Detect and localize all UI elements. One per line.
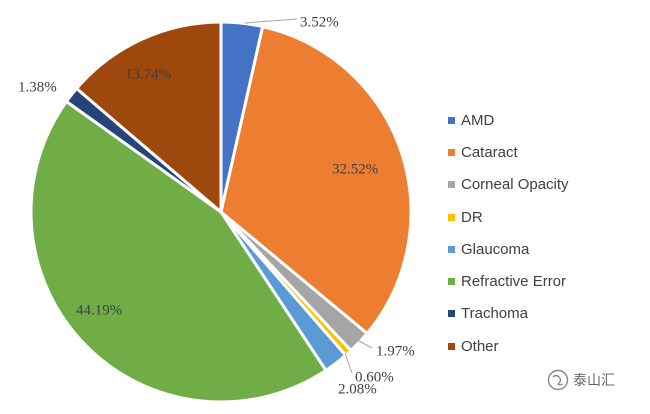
legend-swatch-dr bbox=[448, 213, 455, 221]
pie-slice-refractive-error bbox=[29, 99, 328, 404]
legend-item-corneal-opacity: Corneal Opacity bbox=[448, 169, 569, 201]
leader-line-amd bbox=[244, 18, 298, 24]
data-label-cataract: 32.52% bbox=[332, 161, 378, 177]
pie-slice-other bbox=[74, 20, 223, 216]
legend-label-trachoma: Trachoma bbox=[461, 305, 528, 323]
data-label-amd: 3.52% bbox=[300, 14, 339, 30]
data-label-other: 13.74% bbox=[125, 66, 171, 82]
legend-item-refractive-error: Refractive Error bbox=[448, 265, 569, 297]
legend-item-cataract: Cataract bbox=[448, 136, 569, 168]
legend-swatch-glaucoma bbox=[448, 245, 455, 253]
pie-slice-cataract bbox=[219, 24, 413, 336]
legend-label-refractive-error: Refractive Error bbox=[461, 273, 567, 291]
legend-label-dr: DR bbox=[461, 208, 483, 226]
data-label-trachoma: 1.38% bbox=[18, 79, 57, 95]
legend-item-trachoma: Trachoma bbox=[448, 298, 569, 330]
data-label-dr: 0.60% bbox=[355, 369, 394, 385]
watermark: 泰山汇 bbox=[547, 369, 615, 391]
wechat-icon bbox=[547, 369, 569, 391]
leader-line-dr bbox=[344, 352, 353, 374]
data-label-corneal-opacity: 1.97% bbox=[376, 343, 415, 359]
legend-item-amd: AMD bbox=[448, 104, 569, 136]
legend-swatch-other bbox=[448, 342, 455, 350]
legend-item-other: Other bbox=[448, 330, 569, 362]
legend-label-corneal-opacity: Corneal Opacity bbox=[461, 176, 569, 194]
legend-swatch-trachoma bbox=[448, 310, 455, 318]
legend-item-dr: DR bbox=[448, 201, 569, 233]
legend-label-glaucoma: Glaucoma bbox=[461, 240, 530, 258]
leader-line-corneal-opacity bbox=[349, 335, 373, 349]
data-label-refractive-error: 44.19% bbox=[76, 302, 122, 318]
legend-swatch-cataract bbox=[448, 148, 455, 156]
data-label-glaucoma: 2.08% bbox=[338, 381, 377, 397]
legend-swatch-refractive-error bbox=[448, 278, 455, 286]
legend: AMD Cataract Corneal Opacity DR Glaucoma Refr… bbox=[448, 104, 569, 362]
legend-label-amd: AMD bbox=[461, 111, 495, 129]
legend-swatch-amd bbox=[448, 116, 455, 124]
watermark-text: 泰山汇 bbox=[573, 373, 615, 389]
legend-swatch-corneal-opacity bbox=[448, 181, 455, 189]
legend-item-glaucoma: Glaucoma bbox=[448, 233, 569, 265]
legend-label-other: Other bbox=[461, 337, 499, 355]
legend-label-cataract: Cataract bbox=[461, 143, 518, 161]
